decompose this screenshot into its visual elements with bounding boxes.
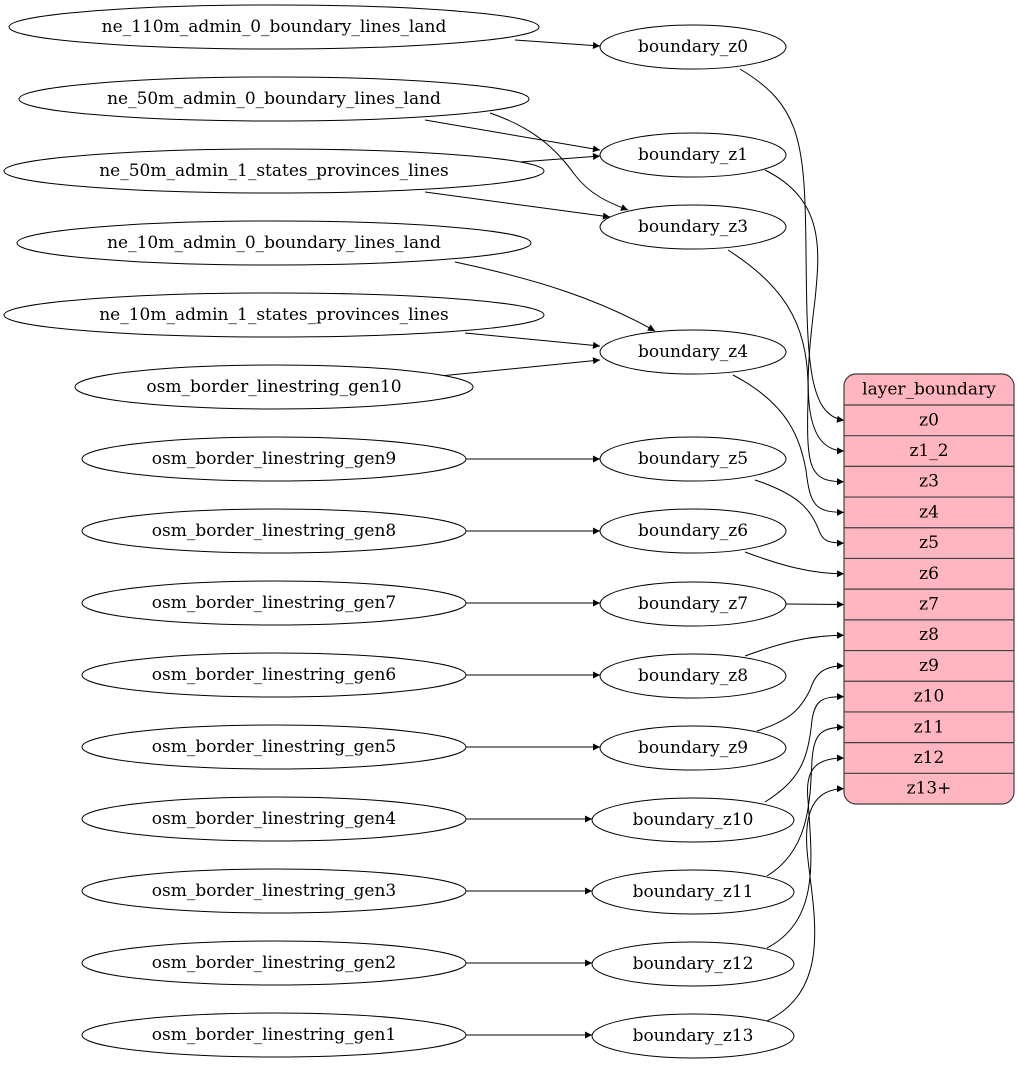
source-node: osm_border_linestring_gen7 [81,580,467,626]
intermediate-node-label: boundary_z7 [638,594,748,614]
source-node-label: osm_border_linestring_gen9 [152,449,396,469]
source-node: osm_border_linestring_gen3 [81,868,467,914]
source-node-label: osm_border_linestring_gen1 [152,1025,396,1045]
record-field: z11 [914,717,945,737]
source-node: osm_border_linestring_gen9 [81,436,467,482]
source-node: ne_10m_admin_0_boundary_lines_land [16,220,532,266]
intermediate-node: boundary_z5 [599,436,787,482]
intermediate-node: boundary_z0 [599,24,787,70]
intermediate-node: boundary_z4 [599,329,787,375]
record-field: z13+ [907,779,952,799]
source-node-label: ne_10m_admin_1_states_provinces_lines [99,305,449,325]
record-field: z8 [919,625,939,645]
edge-source-to-intermediate [454,261,656,332]
source-node: osm_border_linestring_gen8 [81,508,467,554]
source-node-label: osm_border_linestring_gen4 [152,809,396,829]
edges-layer [424,39,845,1039]
edge-intermediate-to-record [764,169,845,455]
source-node: ne_50m_admin_1_states_provinces_lines [3,148,545,194]
edge-intermediate-to-record [754,479,845,547]
edge-intermediate-to-record [739,68,845,423]
edge-intermediate-to-record [727,249,845,486]
source-node-label: ne_50m_admin_1_states_provinces_lines [99,161,449,181]
edge-intermediate-to-record [756,662,845,732]
record-field: z6 [919,564,939,584]
intermediate-node: boundary_z10 [591,797,795,843]
intermediate-node: boundary_z1 [599,132,787,178]
record-title: layer_boundary [862,380,996,400]
edge-intermediate-to-record [732,374,845,516]
intermediate-node-label: boundary_z8 [638,666,748,686]
edge-intermediate-to-record [744,631,845,657]
edge-source-to-intermediate [464,332,601,349]
source-node-label: osm_border_linestring_gen10 [146,377,401,397]
source-node: ne_10m_admin_1_states_provinces_lines [3,292,545,338]
edge-source-to-intermediate [519,153,601,163]
nodes-layer: ne_110m_admin_0_boundary_lines_land ne_50… [3,4,1015,1059]
record-field: z12 [914,748,945,768]
intermediate-node-label: boundary_z4 [638,342,748,362]
source-node-label: osm_border_linestring_gen6 [152,665,396,685]
edge-source-to-intermediate [514,39,601,49]
record-field: z7 [919,595,939,615]
intermediate-node-label: boundary_z5 [638,449,748,469]
source-node-label: osm_border_linestring_gen7 [152,593,396,613]
source-node-label: osm_border_linestring_gen3 [152,881,396,901]
layer-boundary-record: layer_boundary z0 z1_2 z3 z4 z5 z6 z7 z8 z9 z10 z11… [843,373,1015,805]
source-node: osm_border_linestring_gen1 [81,1012,467,1058]
record-field: z3 [919,472,939,492]
edge-source-to-intermediate [439,357,601,377]
intermediate-node-label: boundary_z0 [638,37,748,57]
edge-source-to-intermediate [424,191,611,220]
record-field: z9 [919,656,939,676]
edge-intermediate-to-record [766,785,845,1022]
source-node-label: ne_110m_admin_0_boundary_lines_land [102,17,447,37]
source-node-label: osm_border_linestring_gen2 [152,953,396,973]
edge-intermediate-to-record [764,693,845,803]
edge-intermediate-to-record [766,754,845,949]
source-node: osm_border_linestring_gen6 [81,652,467,698]
edge-intermediate-to-record [744,551,845,578]
intermediate-node-label: boundary_z12 [633,954,754,974]
source-node: osm_border_linestring_gen10 [74,364,474,410]
intermediate-node: boundary_z11 [591,869,795,915]
intermediate-node-label: boundary_z10 [633,810,754,830]
edge-source-to-intermediate [424,119,601,153]
edge-source-to-intermediate [489,112,629,211]
intermediate-node-label: boundary_z9 [638,738,748,758]
record-field: z5 [919,533,939,553]
source-node-label: ne_50m_admin_0_boundary_lines_land [107,89,441,109]
intermediate-node-label: boundary_z3 [638,217,748,237]
intermediate-node: boundary_z3 [599,204,787,250]
record-field: z10 [914,687,945,707]
source-node: osm_border_linestring_gen4 [81,796,467,842]
source-node: ne_110m_admin_0_boundary_lines_land [8,4,540,50]
intermediate-node: boundary_z12 [591,941,795,987]
record-field: z1_2 [909,441,948,461]
intermediate-node: boundary_z6 [599,508,787,554]
record-field: z4 [919,502,939,522]
intermediate-node: boundary_z13 [591,1013,795,1059]
source-node-label: osm_border_linestring_gen5 [152,737,396,757]
source-node-label: osm_border_linestring_gen8 [152,521,396,541]
intermediate-node-label: boundary_z13 [633,1026,754,1046]
intermediate-node: boundary_z8 [599,653,787,699]
source-node-label: ne_10m_admin_0_boundary_lines_land [107,233,441,253]
edge-intermediate-to-record [766,723,845,877]
source-node: osm_border_linestring_gen5 [81,724,467,770]
intermediate-node: boundary_z9 [599,725,787,771]
edge-intermediate-to-record [785,600,845,608]
source-node: osm_border_linestring_gen2 [81,940,467,986]
source-node: ne_50m_admin_0_boundary_lines_land [18,76,530,122]
intermediate-node-label: boundary_z1 [638,145,748,165]
intermediate-node: boundary_z7 [599,581,787,627]
intermediate-node-label: boundary_z11 [633,882,754,902]
record-field: z0 [919,410,939,430]
intermediate-node-label: boundary_z6 [638,521,748,541]
